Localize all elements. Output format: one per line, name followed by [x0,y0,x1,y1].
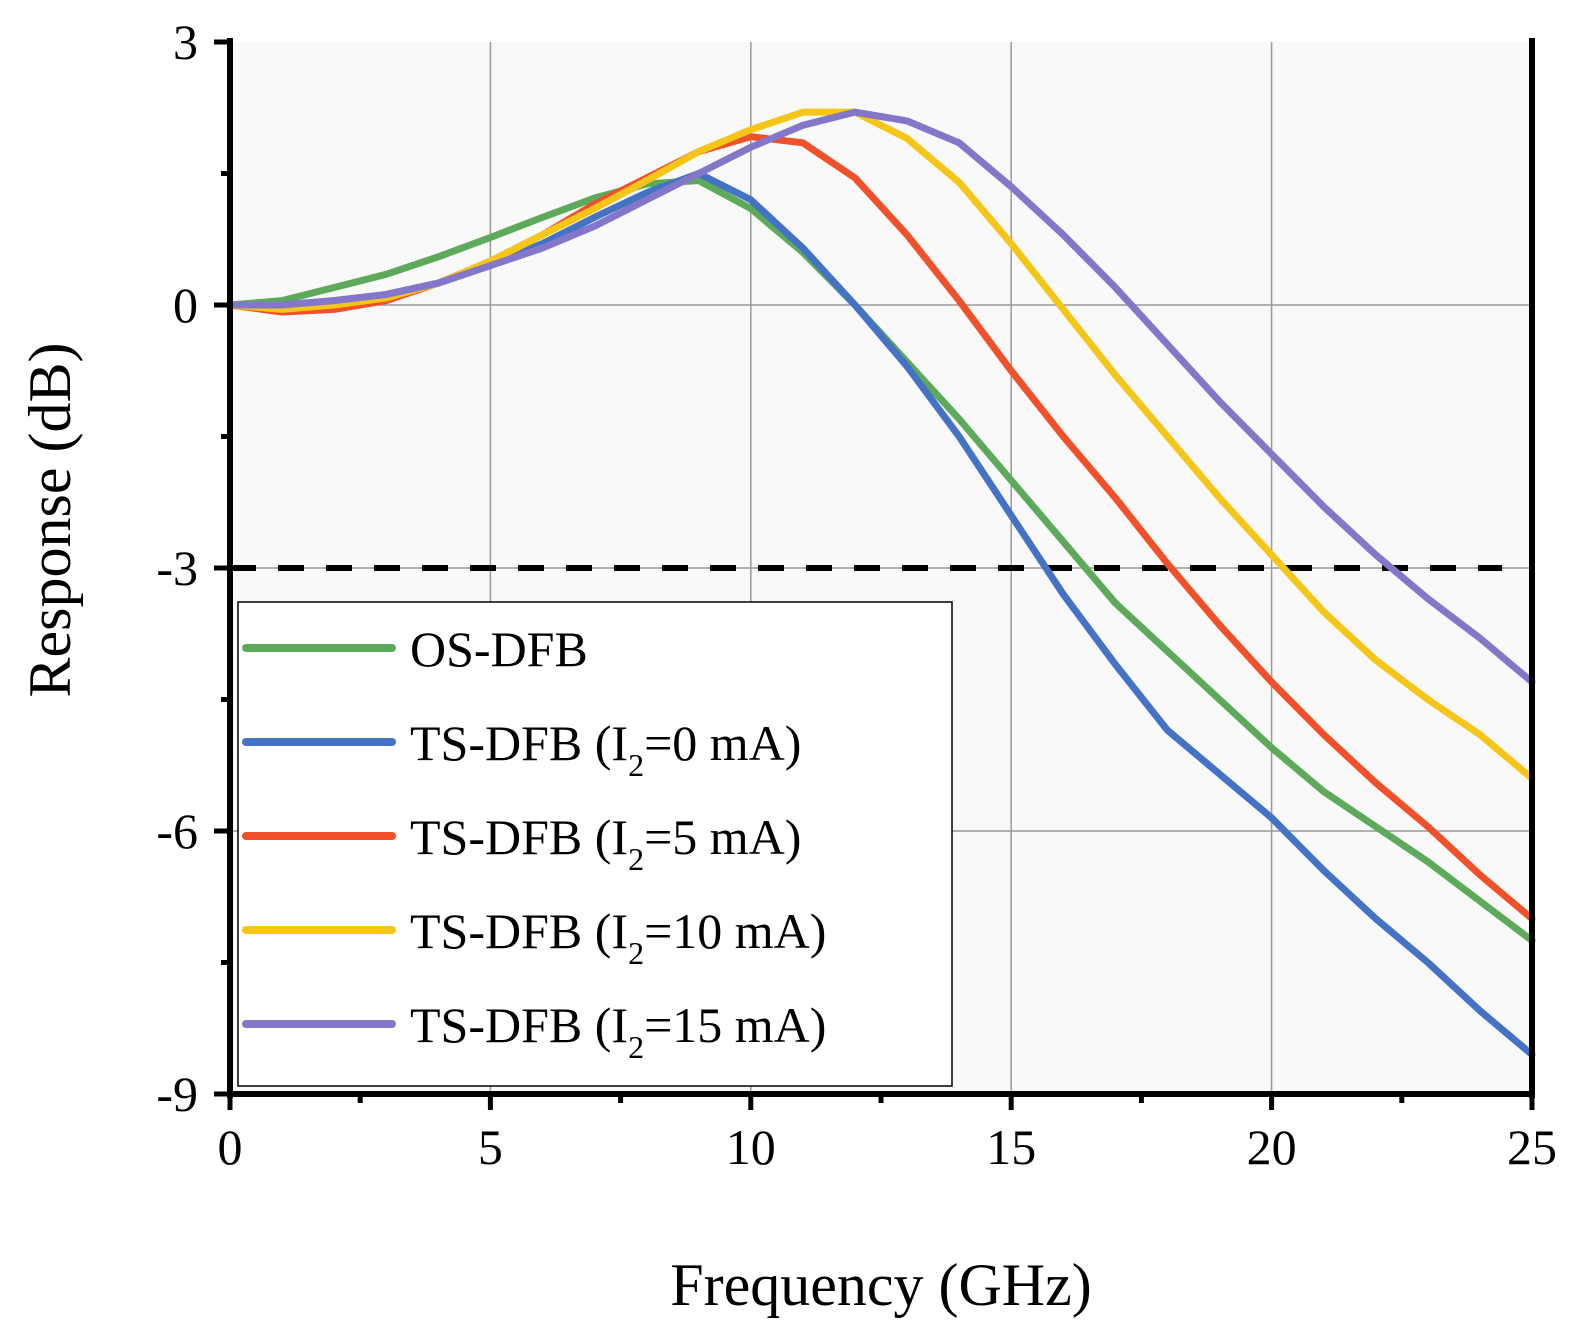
legend-label-main: OS-DFB [410,621,588,677]
legend-label-subscript: 2 [628,747,644,783]
y-tick-label: 3 [173,14,198,70]
legend-label: OS-DFB [410,621,588,677]
y-tick-label: 0 [173,277,198,333]
legend-label-subscript: 2 [628,841,644,877]
x-tick-label: 5 [478,1119,503,1175]
legend-label-end: =5 mA) [644,809,801,865]
x-tick-label: 25 [1507,1119,1557,1175]
legend-label-end: =0 mA) [644,715,801,771]
legend-label-subscript: 2 [628,1029,644,1065]
y-axis-label: Response (dB) [17,343,83,698]
x-tick-label: 10 [726,1119,776,1175]
legend-label-main: TS-DFB (I [410,997,628,1053]
legend-label-main: TS-DFB (I [410,809,628,865]
legend-label: TS-DFB (I2=5 mA) [410,809,801,877]
legend-label-end: =15 mA) [644,997,826,1053]
y-tick-label: -9 [156,1066,198,1122]
x-tick-label: 0 [218,1119,243,1175]
y-tick-label: -3 [156,540,198,596]
series-lines [226,108,1536,1059]
x-tick-label: 15 [986,1119,1036,1175]
series-line-4 [226,108,1536,686]
y-tick-label: -6 [156,803,198,859]
legend-label: TS-DFB (I2=15 mA) [410,997,826,1065]
legend-box [237,601,953,1087]
x-axis-label: Frequency (GHz) [670,1252,1092,1318]
axes [214,38,1535,1110]
legend-label-main: TS-DFB (I [410,715,628,771]
legend-label: TS-DFB (I2=0 mA) [410,715,801,783]
legend-label: TS-DFB (I2=10 mA) [410,903,826,971]
x-tick-label: 20 [1247,1119,1297,1175]
legend-label-subscript: 2 [628,935,644,971]
legend-label-main: TS-DFB (I [410,903,628,959]
legend-label-end: =10 mA) [644,903,826,959]
